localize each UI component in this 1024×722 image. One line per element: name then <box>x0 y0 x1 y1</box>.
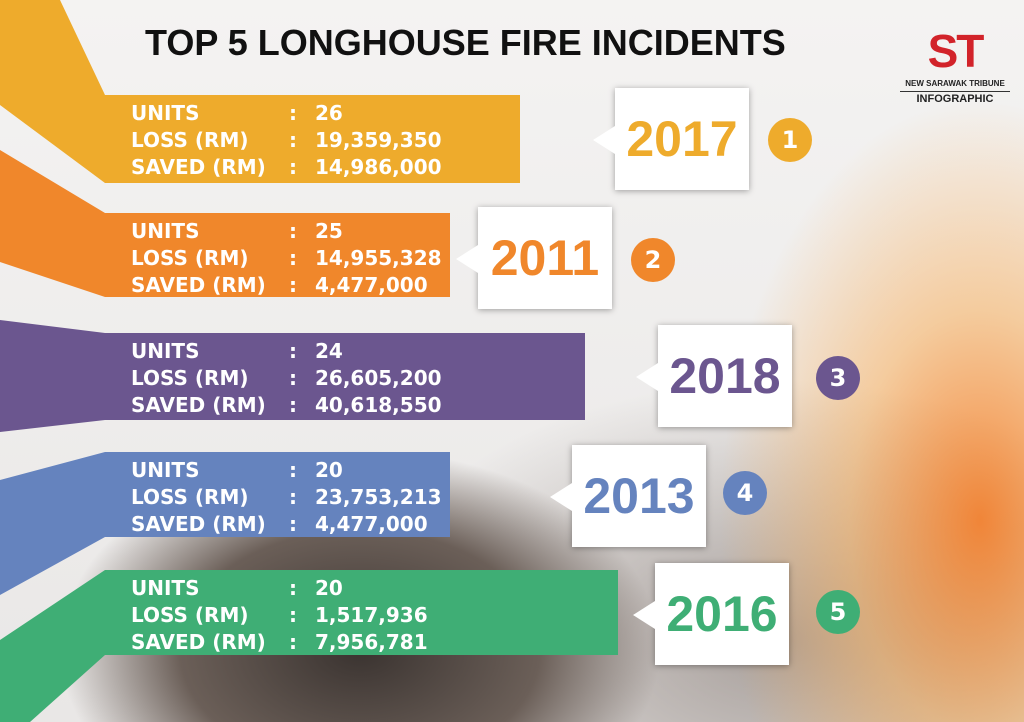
fan-3 <box>0 320 105 432</box>
separator: : <box>289 630 297 654</box>
logo: ST NEW SARAWAK TRIBUNE INFOGRAPHIC <box>900 24 1010 107</box>
fan-4 <box>0 452 105 595</box>
separator: : <box>289 366 297 390</box>
fan-1 <box>0 0 105 183</box>
label-loss: LOSS (RM) <box>131 128 249 152</box>
separator: : <box>289 155 297 179</box>
incident-band: UNITS:26 LOSS (RM):19,359,350 SAVED (RM):1… <box>105 95 520 183</box>
rank-badge: 2 <box>631 238 675 282</box>
label-loss: LOSS (RM) <box>131 366 249 390</box>
value-units: 25 <box>315 219 343 243</box>
separator: : <box>289 576 297 600</box>
value-saved: 14,986,000 <box>315 155 442 179</box>
separator: : <box>289 512 297 536</box>
separator: : <box>289 393 297 417</box>
logo-publisher: NEW SARAWAK TRIBUNE <box>900 78 1010 92</box>
value-loss: 19,359,350 <box>315 128 442 152</box>
row-saved: SAVED (RM):4,477,000 <box>131 272 450 299</box>
value-saved: 4,477,000 <box>315 512 428 536</box>
page-title: TOP 5 LONGHOUSE FIRE INCIDENTS <box>145 22 786 63</box>
value-units: 20 <box>315 576 343 600</box>
value-loss: 23,753,213 <box>315 485 442 509</box>
row-units: UNITS:24 <box>131 338 585 365</box>
label-saved: SAVED (RM) <box>131 155 266 179</box>
rank-badge: 4 <box>723 471 767 515</box>
row-loss: LOSS (RM):26,605,200 <box>131 365 585 392</box>
label-units: UNITS <box>131 576 200 600</box>
year-box: 2011 <box>456 207 612 309</box>
row-saved: SAVED (RM):14,986,000 <box>131 154 520 181</box>
label-saved: SAVED (RM) <box>131 273 266 297</box>
year-box: 2013 <box>550 445 706 547</box>
label-saved: SAVED (RM) <box>131 393 266 417</box>
separator: : <box>289 485 297 509</box>
value-units: 26 <box>315 101 343 125</box>
label-units: UNITS <box>131 219 200 243</box>
year-box: 2018 <box>636 325 792 427</box>
row-loss: LOSS (RM):19,359,350 <box>131 127 520 154</box>
separator: : <box>289 273 297 297</box>
value-units: 24 <box>315 339 343 363</box>
separator: : <box>289 458 297 482</box>
separator: : <box>289 339 297 363</box>
incident-band: UNITS:24 LOSS (RM):26,605,200 SAVED (RM):4… <box>105 333 585 420</box>
separator: : <box>289 219 297 243</box>
separator: : <box>289 128 297 152</box>
value-saved: 7,956,781 <box>315 630 428 654</box>
label-units: UNITS <box>131 339 200 363</box>
incident-band: UNITS:25 LOSS (RM):14,955,328 SAVED (RM):4… <box>105 213 450 297</box>
value-saved: 40,618,550 <box>315 393 442 417</box>
fan-2 <box>0 150 105 297</box>
rank-badge: 5 <box>816 590 860 634</box>
year-box: 2017 <box>593 88 749 190</box>
separator: : <box>289 101 297 125</box>
row-saved: SAVED (RM):7,956,781 <box>131 629 618 656</box>
logo-mark: ST <box>927 25 985 77</box>
value-saved: 4,477,000 <box>315 273 428 297</box>
separator: : <box>289 246 297 270</box>
row-units: UNITS:20 <box>131 575 618 602</box>
row-units: UNITS:25 <box>131 218 450 245</box>
separator: : <box>289 603 297 627</box>
row-loss: LOSS (RM):1,517,936 <box>131 602 618 629</box>
value-units: 20 <box>315 458 343 482</box>
value-loss: 1,517,936 <box>315 603 428 627</box>
row-saved: SAVED (RM):40,618,550 <box>131 392 585 419</box>
logo-label: INFOGRAPHIC <box>916 93 994 105</box>
year-box: 2016 <box>633 563 789 665</box>
value-loss: 26,605,200 <box>315 366 442 390</box>
row-units: UNITS:20 <box>131 457 450 484</box>
label-units: UNITS <box>131 101 200 125</box>
label-loss: LOSS (RM) <box>131 485 249 509</box>
fan-5 <box>0 570 105 722</box>
rank-badge: 3 <box>816 356 860 400</box>
label-loss: LOSS (RM) <box>131 246 249 270</box>
label-saved: SAVED (RM) <box>131 512 266 536</box>
incident-band: UNITS:20 LOSS (RM):23,753,213 SAVED (RM):4… <box>105 452 450 537</box>
row-loss: LOSS (RM):14,955,328 <box>131 245 450 272</box>
label-saved: SAVED (RM) <box>131 630 266 654</box>
row-saved: SAVED (RM):4,477,000 <box>131 511 450 538</box>
row-loss: LOSS (RM):23,753,213 <box>131 484 450 511</box>
incident-band: UNITS:20 LOSS (RM):1,517,936 SAVED (RM):7,… <box>105 570 618 655</box>
value-loss: 14,955,328 <box>315 246 442 270</box>
label-units: UNITS <box>131 458 200 482</box>
label-loss: LOSS (RM) <box>131 603 249 627</box>
row-units: UNITS:26 <box>131 100 520 127</box>
rank-badge: 1 <box>768 118 812 162</box>
